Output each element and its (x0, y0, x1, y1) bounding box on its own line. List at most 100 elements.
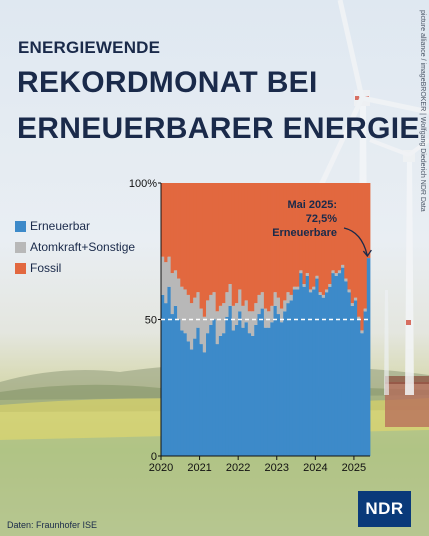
bar-segment-fossil (247, 183, 252, 312)
bar-segment-atom (234, 303, 239, 325)
bar-segment-erneuerbar (350, 305, 355, 456)
bar-segment-erneuerbar (173, 305, 178, 456)
bar-segment-fossil (251, 183, 255, 312)
bar-segment-fossil (209, 183, 213, 295)
bar-segment-atom (212, 292, 217, 320)
bar-segment-atom (177, 278, 181, 320)
bar-segment-fossil (347, 183, 352, 290)
bar-segment-fossil (241, 183, 245, 306)
bar-segment-erneuerbar (228, 305, 233, 456)
bar-segment-erneuerbar (302, 286, 307, 456)
bar-segment-fossil (302, 183, 307, 285)
bar-segment-fossil (260, 183, 265, 293)
bar-segment-erneuerbar (312, 289, 316, 456)
bar-segment-erneuerbar (366, 258, 371, 456)
bar-segment-erneuerbar (167, 286, 172, 456)
bar-segment-erneuerbar (315, 278, 319, 456)
annotation-text: 72,5% (306, 213, 337, 225)
source-note: Daten: Fraunhofer ISE (7, 520, 98, 530)
bar-segment-atom (273, 292, 278, 306)
bar-segment-erneuerbar (254, 324, 258, 456)
bar-segment-erneuerbar (199, 344, 204, 456)
bar-segment-fossil (289, 183, 294, 295)
bar-segment-fossil (357, 183, 361, 317)
bar-segment-atom (257, 294, 262, 315)
bar-segment-atom (302, 284, 307, 287)
bar-segment-erneuerbar (225, 316, 229, 456)
bar-segment-atom (186, 294, 191, 342)
bar-segment-fossil (257, 183, 262, 295)
bar-segment-atom (244, 300, 249, 323)
bar-segment-fossil (170, 183, 175, 274)
bar-segment-atom (305, 273, 310, 276)
bar-segment-erneuerbar (215, 344, 220, 456)
bar-segment-fossil (231, 183, 236, 306)
bar-segment-atom (357, 316, 361, 320)
bar-segment-erneuerbar (353, 300, 358, 456)
bar-segment-fossil (189, 183, 194, 304)
bar-segment-atom (260, 292, 265, 309)
bar-segment-atom (222, 303, 226, 334)
bar-segment-atom (276, 297, 281, 315)
bar-segment-fossil (337, 183, 342, 271)
bar-segment-fossil (286, 183, 291, 293)
bar-segment-fossil (254, 183, 258, 304)
bar-segment-erneuerbar (209, 324, 213, 456)
bar-segment-erneuerbar (161, 294, 165, 456)
bar-segment-erneuerbar (360, 333, 364, 456)
bar-segment-erneuerbar (347, 292, 352, 456)
legend-label: Fossil (30, 261, 62, 275)
bar-segment-fossil (202, 183, 207, 317)
y-tick-label: 50 (145, 315, 157, 327)
bar-segment-atom (308, 289, 313, 293)
bar-segment-erneuerbar (328, 286, 332, 456)
bar-segment-atom (328, 284, 332, 287)
bar-segment-atom (254, 303, 258, 325)
bar-segment-atom (206, 300, 210, 334)
annotation-arrow (343, 227, 369, 257)
bar-segment-atom (173, 270, 178, 306)
bar-segment-erneuerbar (247, 333, 252, 456)
bar-segment-erneuerbar (270, 322, 274, 456)
bar-segment-fossil (353, 183, 358, 298)
bar-segment-erneuerbar (283, 311, 287, 456)
legend-swatch (15, 220, 26, 232)
bar-segment-fossil (161, 183, 165, 257)
bar-segment-atom (331, 270, 336, 274)
bar-segment-erneuerbar (234, 324, 239, 456)
bar-segment-atom (196, 292, 200, 328)
bar-segment-atom (238, 289, 242, 312)
bar-segment-erneuerbar (177, 319, 181, 456)
bar-segment-atom (209, 294, 213, 325)
bar-segment-fossil (328, 183, 332, 285)
bar-segment-fossil (212, 183, 217, 293)
bar-segment-fossil (218, 183, 223, 306)
bar-segment-atom (289, 294, 294, 301)
bar-segment-atom (164, 262, 168, 304)
bar-segment-fossil (228, 183, 233, 285)
bar-segment-atom (353, 297, 358, 301)
bar-segment-erneuerbar (170, 314, 175, 456)
bar-segment-erneuerbar (212, 319, 217, 456)
kicker: ENERGIEWENDE (18, 38, 161, 57)
bar-segment-erneuerbar (296, 289, 300, 456)
bar-segment-atom (350, 303, 355, 306)
bar-segment-erneuerbar (363, 311, 368, 456)
bar-segment-fossil (350, 183, 355, 304)
bar-segment-fossil (305, 183, 310, 274)
bar-segment-fossil (225, 183, 229, 293)
bar-segment-fossil (273, 183, 278, 293)
bar-segment-fossil (270, 183, 274, 306)
bar-segment-erneuerbar (218, 335, 223, 456)
legend-label: Erneuerbar (30, 219, 91, 233)
bar-segment-fossil (222, 183, 226, 304)
bar-segment-fossil (334, 183, 339, 274)
bar-segment-erneuerbar (257, 314, 262, 456)
bar-segment-erneuerbar (279, 322, 284, 456)
bar-segment-fossil (344, 183, 348, 279)
bar-segment-erneuerbar (189, 349, 194, 456)
bar-segment-fossil (324, 183, 329, 290)
bar-segment-atom (199, 308, 204, 345)
bar-segment-fossil (244, 183, 249, 301)
